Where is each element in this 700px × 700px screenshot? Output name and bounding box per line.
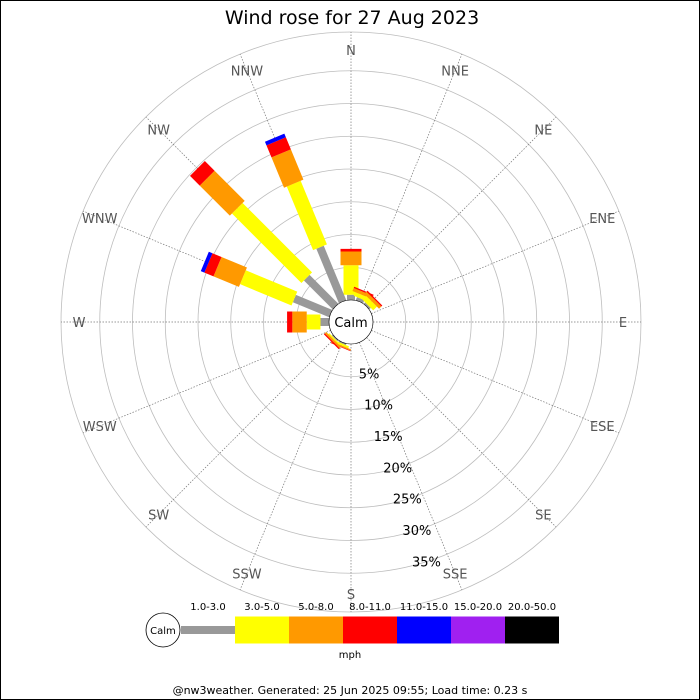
radial-tick-labels: 5% 10% 15% 20% 25% 30% 35% [359, 367, 441, 570]
spoke-nne-bin-3 [353, 286, 374, 297]
grid-circle-20 [197, 168, 505, 476]
radial-tick-label-30: 30% [402, 524, 431, 539]
spoke-ne-bin-0 [363, 302, 371, 310]
chart-title: Wind rose for 27 Aug 2023 [225, 7, 479, 29]
legend-label-3: 8.0-11.0 [349, 602, 391, 613]
spoke-nnw-bin-2 [271, 149, 304, 188]
legend-label-5: 15.0-20.0 [454, 602, 502, 613]
spoke-wnw-bin-0 [292, 294, 333, 318]
spoke-wnw-bin-2 [213, 257, 247, 287]
direction-label-se: SE [535, 508, 551, 523]
radial-tick-label-10: 10% [364, 399, 393, 414]
spoke-nnw-bin-0 [316, 245, 347, 304]
direction-label-ese: ESE [590, 420, 615, 435]
grid-ray-nne [359, 53, 463, 302]
grid-ray-ene [371, 210, 620, 314]
legend-swatch-1 [235, 616, 289, 644]
legend-swatch-6 [505, 616, 559, 644]
grid-circle-15 [230, 201, 472, 443]
grid-ray-se [366, 337, 557, 528]
spoke-sw-bin-3 [323, 333, 340, 350]
grid-ray-wsw [82, 330, 331, 434]
grid-ray-sw [145, 337, 336, 528]
grid-ray-nw [145, 116, 336, 307]
spoke-nw-bin-2 [199, 170, 245, 216]
legend-calm-label: Calm [150, 626, 176, 637]
spoke-sw-bin-1 [328, 333, 340, 345]
spoke-nnw-bin-3 [266, 137, 291, 158]
direction-label-nne: NNE [441, 65, 469, 80]
direction-label-n: N [346, 44, 356, 59]
radial-tick-label-15: 15% [374, 430, 403, 445]
direction-label-sse: SSE [443, 567, 468, 582]
direction-label-e: E [619, 316, 627, 331]
grid-ray-ssw [239, 342, 343, 591]
spoke-ssw-bin-1 [334, 340, 350, 349]
spoke-nne-bin-0 [355, 297, 365, 304]
spoke-sw-bin-2 [324, 331, 342, 349]
spoke-nw-bin-1 [231, 202, 313, 284]
spoke-ssw-bin-2 [331, 341, 352, 351]
direction-label-nnw: NNW [231, 65, 263, 80]
legend-unit: mph [339, 650, 361, 661]
spoke-nne-bin-1 [353, 292, 370, 302]
direction-label-wsw: WSW [83, 420, 117, 435]
grid-ray-ese [371, 330, 620, 434]
direction-label-ne: NE [534, 124, 552, 139]
grid-ray-nnw [239, 53, 343, 302]
calm-circle [328, 299, 374, 345]
direction-label-w: W [73, 316, 86, 331]
calm-center: Calm [328, 299, 374, 345]
speed-legend: Calm mph 1.0-3.0 3.0-5.0 5.0-8.0 8.0-11.0 11… [145, 602, 559, 661]
legend-swatch-0 [181, 626, 235, 634]
direction-label-wnw: WNW [82, 212, 118, 227]
spoke-ne-bin-2 [364, 291, 382, 309]
legend-swatch-4 [397, 616, 451, 644]
radial-tick-label-35: 35% [412, 555, 441, 570]
grid-ray-sse [359, 342, 463, 591]
spoke-ne-bin-1 [362, 296, 377, 311]
spoke-wnw-bin-1 [240, 270, 298, 306]
radial-tick-label-5: 5% [359, 367, 380, 382]
spoke-nnw-bin-4 [264, 133, 286, 146]
grid-ray-wnw [82, 210, 331, 314]
spoke-nnw-bin-1 [286, 180, 327, 251]
direction-label-ene: ENE [589, 212, 615, 227]
footer-text: @nw3weather. Generated: 25 Jun 2025 09:5… [173, 684, 528, 697]
grid-ray-ne [366, 116, 557, 307]
legend-label-6: 20.0-50.0 [508, 602, 556, 613]
wind-spokes [189, 133, 383, 352]
grid-circle-10 [263, 234, 439, 410]
legend-label-1: 3.0-5.0 [244, 602, 279, 613]
direction-label-s: S [347, 588, 355, 603]
spoke-nne-bin-2 [352, 287, 374, 300]
legend-label-4: 11.0-15.0 [400, 602, 448, 613]
radial-tick-label-20: 20% [383, 461, 412, 476]
direction-labels: N NNE NE ENE E ESE SE SSE S SSW SW WSW W WNW NW NNW [73, 44, 628, 603]
legend-calm-circle [145, 612, 181, 648]
legend-swatch-2 [289, 616, 343, 644]
spoke-ne-bin-3 [366, 290, 383, 307]
legend-swatch-3 [343, 616, 397, 644]
calm-label: Calm [334, 316, 367, 331]
spoke-wnw-bin-4 [200, 251, 213, 273]
spoke-wnw-bin-3 [204, 253, 222, 277]
direction-label-ssw: SSW [232, 567, 262, 582]
spoke-nw-bin-0 [303, 274, 339, 310]
legend-label-2: 5.0-8.0 [298, 602, 333, 613]
grid-circle-25 [164, 135, 538, 509]
legend-label-0: 1.0-3.0 [190, 602, 225, 613]
direction-label-sw: SW [148, 508, 169, 523]
spoke-nw-bin-3 [189, 160, 215, 186]
radial-tick-label-25: 25% [393, 493, 422, 508]
direction-label-nw: NW [147, 124, 170, 139]
legend-swatch-5 [451, 616, 505, 644]
